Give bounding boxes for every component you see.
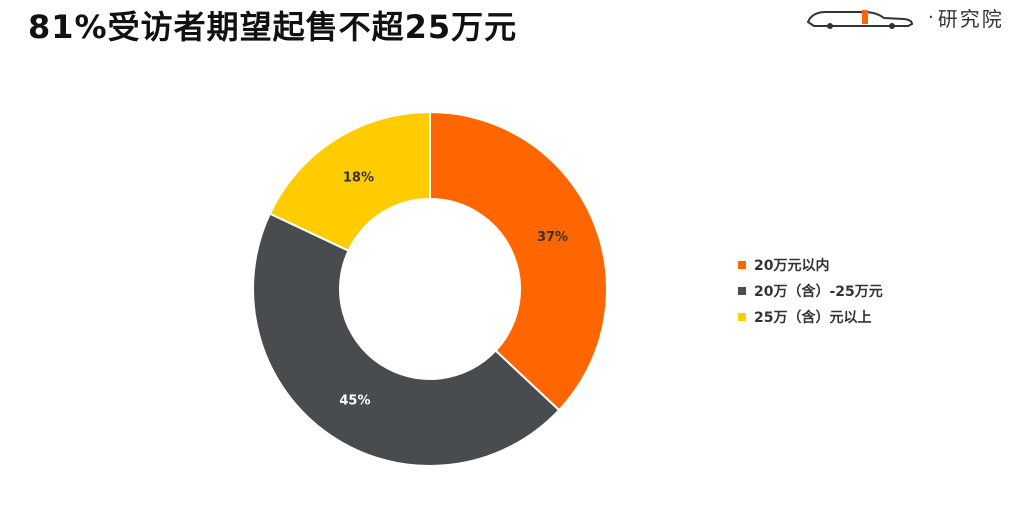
legend-item: 25万（含）元以上: [738, 304, 883, 330]
page-title: 81%受访者期望起售不超25万元: [28, 8, 518, 46]
legend-label: 20万元以内: [754, 258, 830, 274]
car-logo-icon: [806, 10, 914, 29]
data-label: 18%: [343, 170, 374, 185]
logo-text: 研究院: [937, 6, 1004, 31]
data-label: 45%: [339, 393, 370, 408]
legend-item: 20万（含）-25万元: [738, 278, 883, 304]
legend-label: 25万（含）元以上: [754, 310, 872, 326]
legend-swatch: [738, 287, 746, 295]
data-label: 37%: [537, 230, 568, 245]
donut-slice: [429, 110, 608, 412]
brand-logo: · 研究院: [804, 2, 1014, 32]
legend-swatch: [738, 313, 746, 321]
legend-item: 20万元以内: [738, 252, 883, 278]
donut-slice: [252, 212, 561, 467]
donut-slice: [268, 110, 431, 253]
chart-legend: 20万元以内 20万（含）-25万元 25万（含）元以上: [738, 252, 883, 330]
legend-label: 20万（含）-25万元: [754, 284, 883, 300]
legend-swatch: [738, 261, 746, 269]
